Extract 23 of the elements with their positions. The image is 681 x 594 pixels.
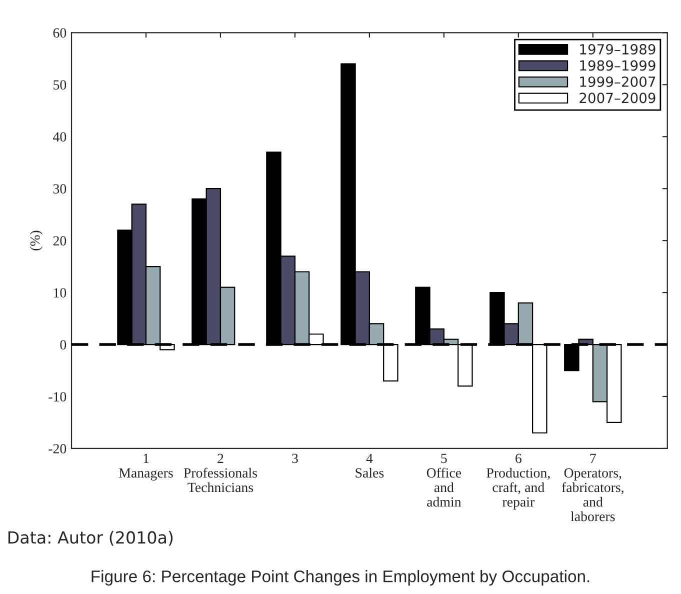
y-tick-label: 40 [53,132,66,142]
legend-label: 2007–2009 [580,92,656,104]
y-tick-label: -20 [48,444,66,454]
caption: Figure 6: Percentage Point Changes in Employment by Occupation. [92,570,590,586]
legend-label: 1999–2007 [580,76,656,87]
x-tick-label: 2 Professionals Technicians [184,454,258,492]
x-tick-label: 7 Operators, fabricators, and laborers [562,454,624,522]
x-tick-label: 4 Sales [356,454,384,478]
y-tick-label: 20 [53,236,66,246]
y-axis-title: (%) [30,230,43,250]
y-tick-label: 10 [54,288,66,298]
legend-label: 1979–1989 [580,44,656,55]
x-tick-label: 3 [292,454,298,464]
y-tick-label: -10 [48,392,66,402]
x-tick-label: 1 Managers [119,454,173,480]
y-tick-label: 50 [54,80,66,90]
y-tick-label: 30 [53,184,66,194]
legend-label: 1989–1999 [580,60,656,71]
y-tick-label: 0 [60,340,66,350]
x-tick-label: 5 Office and admin [426,454,462,507]
text: Data: Autor (2010a) [8,530,173,546]
x-tick-label: 6 Production, craft, and repair [486,454,550,510]
y-tick-label: 60 [53,28,66,38]
